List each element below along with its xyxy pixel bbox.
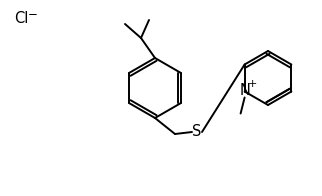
Text: −: − xyxy=(28,7,38,21)
Text: +: + xyxy=(248,79,257,89)
Text: N: N xyxy=(239,83,250,98)
Text: S: S xyxy=(192,123,202,139)
Text: Cl: Cl xyxy=(14,11,28,25)
